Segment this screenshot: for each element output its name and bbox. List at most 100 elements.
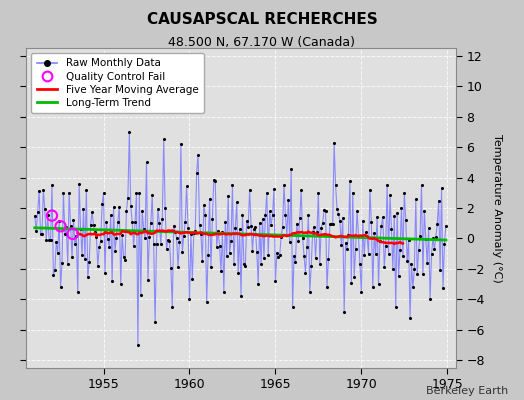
Point	[304, 212, 312, 218]
Point	[243, 218, 251, 224]
Point	[52, 239, 60, 245]
Point	[200, 202, 208, 208]
Point	[272, 250, 281, 256]
Point	[419, 271, 427, 278]
Point	[207, 264, 215, 270]
Point	[381, 243, 390, 250]
Point	[127, 203, 135, 209]
Point	[51, 267, 59, 274]
Text: Berkeley Earth: Berkeley Earth	[426, 386, 508, 396]
Point	[343, 246, 351, 252]
Point	[65, 190, 73, 196]
Point	[134, 342, 142, 348]
Point	[430, 246, 439, 252]
Point	[118, 232, 126, 238]
Point	[67, 223, 75, 229]
Point	[390, 213, 398, 219]
Point	[239, 261, 248, 267]
Point	[296, 215, 304, 222]
Point	[424, 225, 433, 232]
Point	[387, 225, 396, 232]
Point	[72, 233, 81, 239]
Point	[366, 186, 374, 193]
Point	[347, 280, 355, 286]
Point	[148, 192, 157, 198]
Point	[391, 304, 400, 310]
Point	[299, 234, 307, 241]
Point	[188, 276, 196, 282]
Point	[59, 190, 68, 196]
Point	[325, 221, 334, 227]
Point	[368, 284, 377, 290]
Point	[217, 268, 225, 274]
Point	[336, 218, 344, 224]
Point	[215, 242, 224, 249]
Point	[36, 230, 45, 237]
Point	[396, 247, 404, 254]
Point	[202, 299, 211, 306]
Point	[102, 219, 111, 225]
Point	[276, 252, 284, 258]
Point	[245, 186, 254, 193]
Point	[101, 270, 109, 276]
Point	[357, 289, 366, 295]
Point	[251, 224, 259, 230]
Point	[158, 216, 167, 222]
Point	[201, 211, 210, 218]
Point	[311, 254, 320, 261]
Point	[428, 251, 436, 258]
Point	[82, 186, 91, 193]
Point	[414, 247, 423, 253]
Point	[258, 215, 267, 222]
Point	[221, 219, 230, 225]
Point	[301, 270, 310, 276]
Point	[187, 231, 195, 238]
Point	[144, 276, 152, 283]
Point	[62, 224, 71, 230]
Point	[210, 176, 218, 183]
Point	[270, 186, 278, 192]
Point	[319, 220, 327, 226]
Point	[125, 129, 134, 135]
Point	[350, 274, 358, 280]
Point	[363, 233, 372, 240]
Point	[324, 256, 333, 262]
Point	[147, 219, 155, 226]
Point	[116, 281, 125, 287]
Point	[112, 234, 121, 241]
Point	[362, 229, 370, 236]
Point	[165, 238, 173, 244]
Point	[168, 304, 177, 310]
Point	[386, 192, 394, 198]
Point	[35, 188, 43, 194]
Point	[119, 254, 128, 261]
Point	[281, 212, 290, 218]
Point	[407, 261, 416, 267]
Point	[225, 250, 234, 256]
Point	[260, 255, 268, 262]
Point	[69, 231, 77, 237]
Point	[91, 229, 99, 236]
Point	[320, 207, 329, 213]
Point	[352, 246, 360, 252]
Point	[89, 222, 97, 228]
Point	[211, 177, 220, 184]
Point	[337, 241, 345, 248]
Point	[53, 250, 62, 256]
Point	[45, 236, 53, 243]
Point	[135, 190, 144, 196]
Point	[198, 258, 206, 264]
Point	[256, 220, 264, 226]
Point	[177, 141, 185, 147]
Point	[313, 229, 321, 236]
Point	[385, 251, 393, 258]
Point	[429, 235, 437, 241]
Point	[383, 182, 391, 188]
Point	[214, 228, 222, 234]
Point	[224, 192, 232, 199]
Point	[49, 272, 58, 278]
Point	[190, 230, 198, 236]
Point	[192, 169, 201, 176]
Point	[305, 289, 314, 295]
Point	[342, 240, 350, 246]
